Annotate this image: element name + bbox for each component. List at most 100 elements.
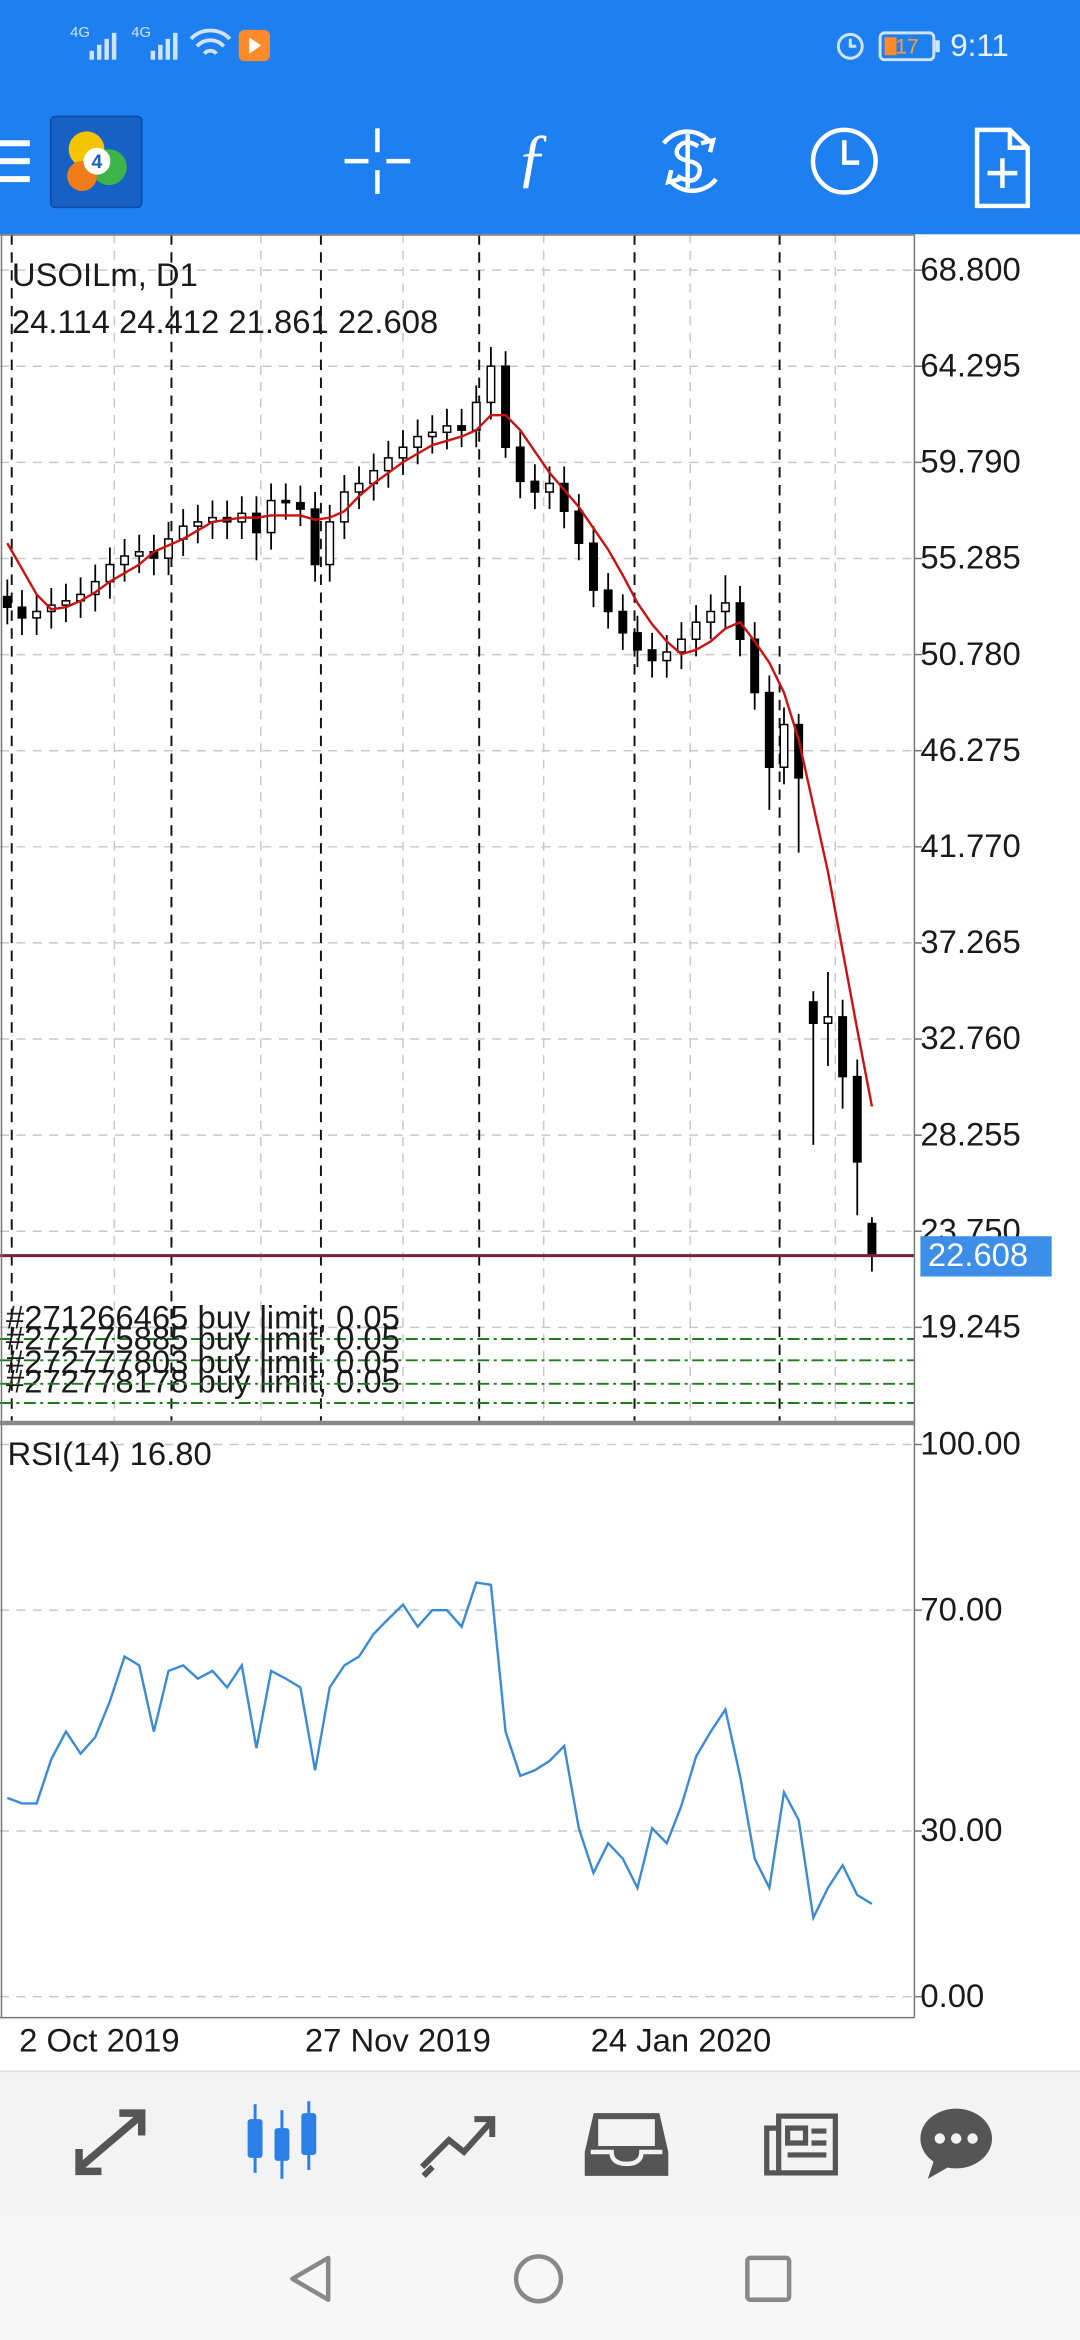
candle-body <box>354 482 364 493</box>
menu-button[interactable] <box>0 140 30 183</box>
charts-tab[interactable] <box>247 2101 317 2179</box>
candle-body <box>559 482 569 512</box>
order-label: #272775885 buy limit, 0.05 <box>6 1320 400 1357</box>
candle-body <box>193 521 203 527</box>
candle-body <box>662 651 672 662</box>
candle-body <box>618 610 628 634</box>
high-value: 24.412 <box>119 303 219 340</box>
candle-body <box>427 431 437 438</box>
candle-body <box>90 580 100 596</box>
candle-body <box>779 723 789 768</box>
open-value: 24.114 <box>12 303 110 340</box>
home-button[interactable] <box>513 2254 564 2304</box>
network-type: 4G <box>131 24 151 41</box>
candle-body <box>838 1016 848 1078</box>
candle-body <box>530 480 540 493</box>
candle-body <box>750 638 760 694</box>
candle-body <box>676 638 686 653</box>
candle-body <box>295 501 305 510</box>
candle-body <box>17 606 27 619</box>
svg-text:4: 4 <box>92 151 103 173</box>
candle-body <box>589 542 598 591</box>
chart-area <box>0 234 915 2018</box>
candle-body <box>281 499 291 504</box>
candle-body <box>413 435 423 448</box>
candle-body <box>501 365 511 448</box>
y-tick-label: 32.760 <box>920 1019 1020 1056</box>
candle-body <box>603 589 613 613</box>
app-bar <box>0 0 1080 235</box>
candle-body <box>383 457 393 472</box>
moving-average <box>6 414 874 1107</box>
candle-body <box>61 600 71 606</box>
y-tick-label: 55.285 <box>920 539 1020 576</box>
candle-body <box>134 551 144 557</box>
symbol-title: USOILm, D1 <box>12 256 198 293</box>
candle-body <box>457 425 467 431</box>
candle-body <box>2 595 12 608</box>
network-type: 4G <box>70 24 90 41</box>
crosshair-button[interactable] <box>344 128 411 195</box>
y-tick-label: 64.295 <box>920 346 1020 383</box>
candle-body <box>486 365 496 404</box>
news-tab[interactable] <box>764 2113 838 2176</box>
candle-body <box>32 610 42 619</box>
close-value: 22.608 <box>338 303 438 340</box>
candle-body <box>310 508 320 566</box>
y-tick-label: 30.00 <box>920 1811 1002 1848</box>
last-price-tag <box>920 1236 1052 1277</box>
candle-body <box>691 621 701 640</box>
clock: 9:11 <box>950 28 1009 63</box>
low-value: 21.861 <box>228 303 328 340</box>
candle-body <box>852 1075 862 1163</box>
candle-body <box>251 512 261 534</box>
candle-body <box>823 1016 833 1024</box>
candle-body <box>515 446 525 483</box>
candle-body <box>164 538 173 559</box>
y-tick-label: 50.780 <box>920 635 1020 672</box>
candle-body <box>120 555 130 566</box>
app-logo[interactable]: 4 <box>49 115 143 209</box>
recents-button[interactable] <box>745 2255 792 2302</box>
candle-body <box>808 1001 818 1024</box>
order-label: #271266465 buy limit, 0.05 <box>6 1298 400 1335</box>
new-order-button[interactable] <box>974 127 1031 209</box>
y-tick-label: 70.00 <box>920 1590 1002 1627</box>
trade-button[interactable] <box>662 129 718 193</box>
candle-body <box>706 610 716 623</box>
candle-body <box>398 446 408 459</box>
back-button[interactable] <box>290 2255 331 2302</box>
rsi-plot <box>0 1443 915 1998</box>
y-tick-label: 59.790 <box>920 443 1020 480</box>
quotes-tab[interactable] <box>75 2109 146 2176</box>
y-tick-label: 41.770 <box>920 827 1020 864</box>
chat-tab[interactable] <box>920 2108 992 2179</box>
y-tick-label: 68.800 <box>920 250 1020 287</box>
rsi-line <box>6 1581 873 1922</box>
candle-body <box>720 602 730 613</box>
candle-body <box>632 632 642 651</box>
price-plot: #271266465 buy limit, 0.05#272775885 buy… <box>0 234 915 1421</box>
trade-tab[interactable] <box>420 2116 496 2178</box>
candle-body <box>764 691 774 768</box>
order-label: #272778178 buy limit, 0.05 <box>6 1362 400 1399</box>
history-tab[interactable] <box>584 2113 669 2176</box>
y-tick-label: 100.00 <box>920 1425 1020 1462</box>
candle-body <box>325 521 335 566</box>
y-tick-label: 28.255 <box>920 1115 1020 1152</box>
battery-level: 17 <box>895 35 918 58</box>
candle-body <box>442 425 452 434</box>
y-tick-label: 46.275 <box>920 731 1020 768</box>
rsi-title: RSI(14) 16.80 <box>7 1435 211 1472</box>
indicators-button[interactable]: ƒ <box>516 122 549 194</box>
candle-body <box>867 1222 877 1257</box>
y-tick-label: 37.265 <box>920 923 1020 960</box>
status-bar: 4G 4G 17 9:11 <box>70 24 1009 63</box>
history-button[interactable] <box>810 127 878 195</box>
x-tick-label: 27 Nov 2019 <box>305 2022 491 2059</box>
axes: 68.800 64.295 59.790 55.285 50.780 46.275 41.7… <box>19 250 1052 2059</box>
bottom-nav <box>0 2071 1080 2217</box>
x-tick-label: 2 Oct 2019 <box>19 2022 179 2059</box>
y-tick-label: 19.245 <box>920 1308 1020 1345</box>
